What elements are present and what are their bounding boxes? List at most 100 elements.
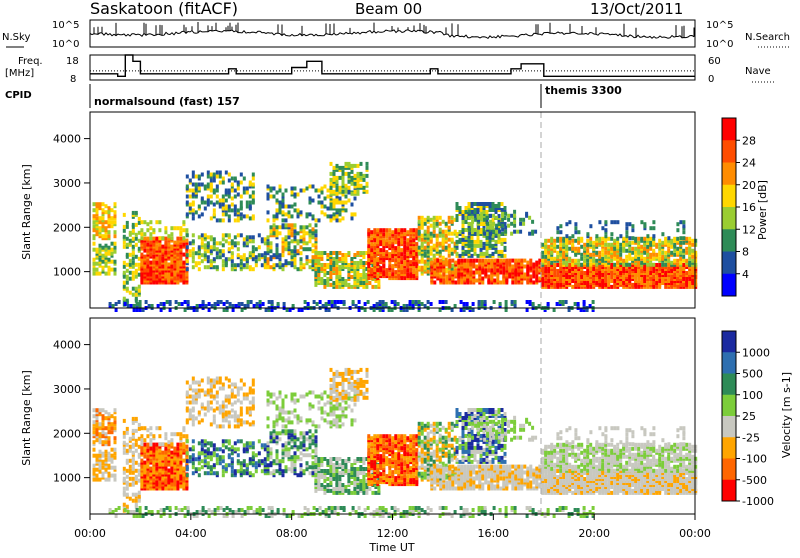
- power-cell-4060: [538, 304, 541, 308]
- power-cell-152: [123, 271, 126, 275]
- power-cell-810: [207, 195, 210, 199]
- velocity-cell-77: [114, 416, 117, 420]
- velocity-cell-236: [138, 463, 141, 467]
- power-cell-175: [126, 237, 129, 241]
- velocity-cell-193: [132, 481, 135, 485]
- power-cell-2687: [468, 228, 471, 232]
- velocity-cell-225: [135, 429, 138, 433]
- power-cell-4035: [481, 300, 484, 304]
- power-cell-1555: [354, 190, 357, 194]
- power-cell-986: [282, 263, 285, 267]
- power-cell-388: [161, 257, 164, 261]
- power-cell-1965: [424, 230, 427, 234]
- power-cell-3802: [652, 220, 655, 224]
- velocity-cell-200: [132, 457, 135, 461]
- velocity-cell-190: [132, 499, 135, 503]
- power-cell-225: [135, 223, 138, 227]
- power-cell-2906: [583, 271, 586, 275]
- power-cell-1553: [351, 164, 354, 168]
- velocity-cell-557: [170, 442, 173, 446]
- power-cell-1112: [267, 197, 270, 201]
- power-cell-3493: [607, 237, 610, 241]
- power-cell-549: [155, 220, 158, 224]
- power-cell-2811: [556, 273, 559, 277]
- power-cell-213: [135, 297, 138, 301]
- power-cell-1769: [394, 246, 397, 250]
- power-cell-2579: [502, 267, 505, 271]
- power-cell-3085: [637, 285, 640, 289]
- velocity-cell-8: [93, 414, 96, 418]
- power-cell-1957: [424, 252, 427, 256]
- power-cell-1587: [366, 166, 369, 170]
- power-cell-4066: [547, 302, 550, 306]
- power-cell-3295: [541, 255, 544, 259]
- power-cell-1187: [318, 189, 321, 193]
- noise-right-tick-bottom: 10^0: [706, 39, 733, 50]
- power-cell-573: [186, 259, 189, 263]
- power-cell-2720: [498, 230, 501, 234]
- power-cell-3175: [664, 285, 667, 289]
- velocity-cell-447: [170, 451, 173, 455]
- velocity-cell-798: [201, 418, 204, 422]
- power-cell-685: [234, 235, 237, 239]
- power-cell-3564: [631, 241, 634, 245]
- velocity-cell-823: [210, 385, 213, 389]
- power-cell-1651: [376, 268, 379, 272]
- velocity-cell-651: [222, 473, 225, 477]
- power-cell-3426: [586, 249, 589, 253]
- power-cell-551: [158, 228, 161, 232]
- velocity-cell-169: [126, 475, 129, 479]
- power-cell-3780: [610, 232, 613, 236]
- velocity-cell-166: [126, 487, 129, 491]
- velocity-cell-289: [146, 471, 149, 475]
- velocity-cell-146: [123, 503, 126, 507]
- power-cell-3717: [682, 255, 685, 259]
- power-cell-114: [105, 272, 108, 276]
- power-cell-2294: [492, 252, 495, 256]
- power-cell-1500: [333, 184, 336, 188]
- power-cell-3316: [547, 245, 550, 249]
- power-cell-3473: [604, 263, 607, 267]
- velocity-cell-223: [135, 443, 138, 447]
- velocity-cell-142: [114, 452, 117, 456]
- power-cell-2526: [484, 269, 487, 273]
- power-cell-554: [164, 230, 167, 234]
- velocity-cell-652: [222, 469, 225, 473]
- power-cell-1076: [306, 225, 309, 229]
- power-cell-2538: [487, 259, 490, 263]
- velocity-cell-534: [185, 445, 188, 449]
- velocity-cell-845: [219, 405, 222, 409]
- power-cell-1022: [291, 249, 294, 253]
- power-cell-2097: [451, 248, 454, 252]
- power-cell-176: [126, 225, 129, 229]
- power-cell-730: [252, 235, 255, 239]
- velocity-cell-566: [182, 434, 185, 438]
- power-cell-3532: [619, 243, 622, 247]
- power-cell-2736: [513, 230, 516, 234]
- power-cell-915: [246, 191, 249, 195]
- power-cell-1170: [303, 189, 306, 193]
- velocity-cell-574: [186, 459, 189, 463]
- power-cell-3440: [592, 257, 595, 261]
- power-cell-1397: [353, 281, 356, 285]
- power-cell-2458: [460, 259, 463, 263]
- power-cell-1131: [279, 208, 282, 212]
- power-cell-605: [201, 233, 204, 237]
- velocity-cell-426: [167, 457, 170, 461]
- power-cell-1267: [314, 259, 317, 263]
- power-cell-54: [105, 204, 108, 208]
- velocity-cell-383: [161, 477, 164, 481]
- power-cell-2801: [553, 273, 556, 277]
- power-cell-952: [270, 241, 273, 245]
- power-cell-1724: [388, 272, 391, 276]
- power-cell-3927: [313, 300, 316, 304]
- velocity-cell-472: [176, 475, 179, 479]
- power-cell-829: [213, 203, 216, 207]
- power-cell-2392: [439, 275, 442, 279]
- velocity-cell-18: [96, 422, 99, 426]
- power-cell-1186: [318, 195, 321, 199]
- power-cell-628: [210, 259, 213, 263]
- power-cell-354: [155, 245, 158, 249]
- power-cell-1666: [376, 228, 379, 232]
- power-cell-1985: [427, 230, 430, 234]
